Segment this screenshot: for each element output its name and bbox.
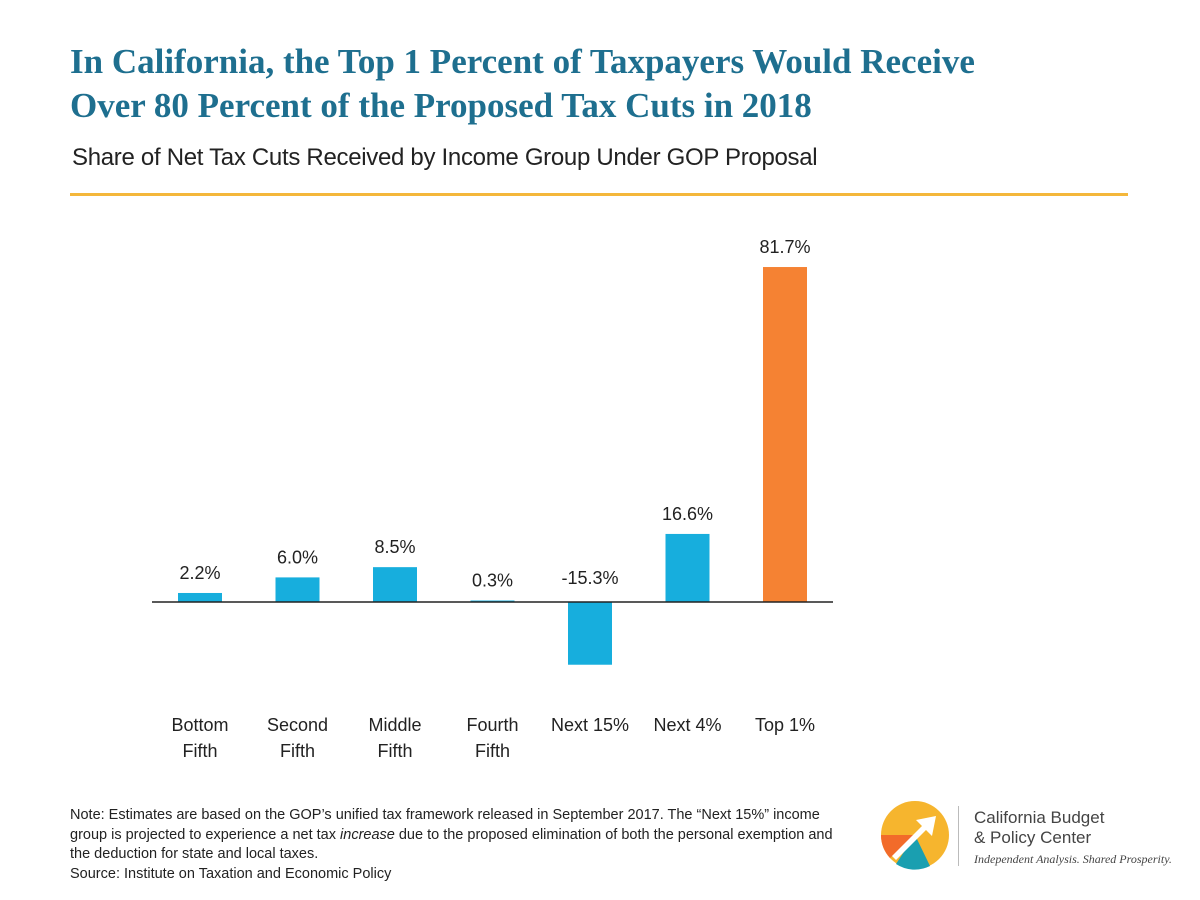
data-label-6: 81.7% — [759, 237, 810, 257]
title-divider-rule — [70, 193, 1128, 196]
org-name-line-2: & Policy Center — [974, 828, 1092, 847]
category-label-0-1: Fifth — [182, 741, 217, 761]
category-label-3-0: Fourth — [466, 715, 518, 735]
bar-0 — [178, 592, 222, 602]
data-label-5: 16.6% — [662, 504, 713, 524]
bar-2 — [373, 567, 417, 602]
category-label-5-0: Next 4% — [653, 715, 721, 735]
org-name-line-1: California Budget — [974, 808, 1105, 827]
chart-note: Note: Estimates are based on the GOP’s u… — [70, 806, 840, 884]
data-label-2: 8.5% — [374, 537, 415, 557]
data-label-0: 2.2% — [179, 563, 220, 583]
chart-subtitle: Share of Net Tax Cuts Received by Income… — [72, 144, 818, 171]
note-text-2: due to the proposed elimination of both … — [70, 826, 833, 863]
title-line-1: In California, the Top 1 Percent of Taxp… — [70, 42, 975, 81]
bar-1 — [275, 577, 320, 602]
bar-6 — [763, 267, 807, 602]
note-emphasis: increase — [340, 826, 395, 843]
category-label-1-0: Second — [267, 715, 328, 735]
category-label-2-1: Fifth — [377, 741, 412, 761]
category-label-6-0: Top 1% — [755, 715, 815, 735]
source-text: Source: Institute on Taxation and Econom… — [70, 865, 392, 882]
data-label-1: 6.0% — [277, 547, 318, 567]
title-line-2: Over 80 Percent of the Proposed Tax Cuts… — [70, 86, 812, 125]
bar-4 — [568, 602, 612, 665]
category-label-4-0: Next 15% — [551, 715, 629, 735]
category-label-1-1: Fifth — [280, 741, 315, 761]
category-label-2-0: Middle — [368, 715, 421, 735]
logo-divider — [958, 806, 959, 866]
note-text-1: Note: Estimates are based on the GOP’s u… — [70, 807, 820, 843]
cbpc-logo-icon — [881, 801, 949, 870]
category-label-0-0: Bottom — [171, 715, 228, 735]
bar-5 — [665, 533, 710, 602]
category-label-3-1: Fifth — [475, 741, 510, 761]
data-label-4: -15.3% — [561, 568, 618, 588]
org-tagline: Independent Analysis. Shared Prosperity. — [974, 852, 1172, 866]
chart-title: In California, the Top 1 Percent of Taxp… — [70, 40, 1150, 128]
data-label-3: 0.3% — [472, 571, 513, 591]
